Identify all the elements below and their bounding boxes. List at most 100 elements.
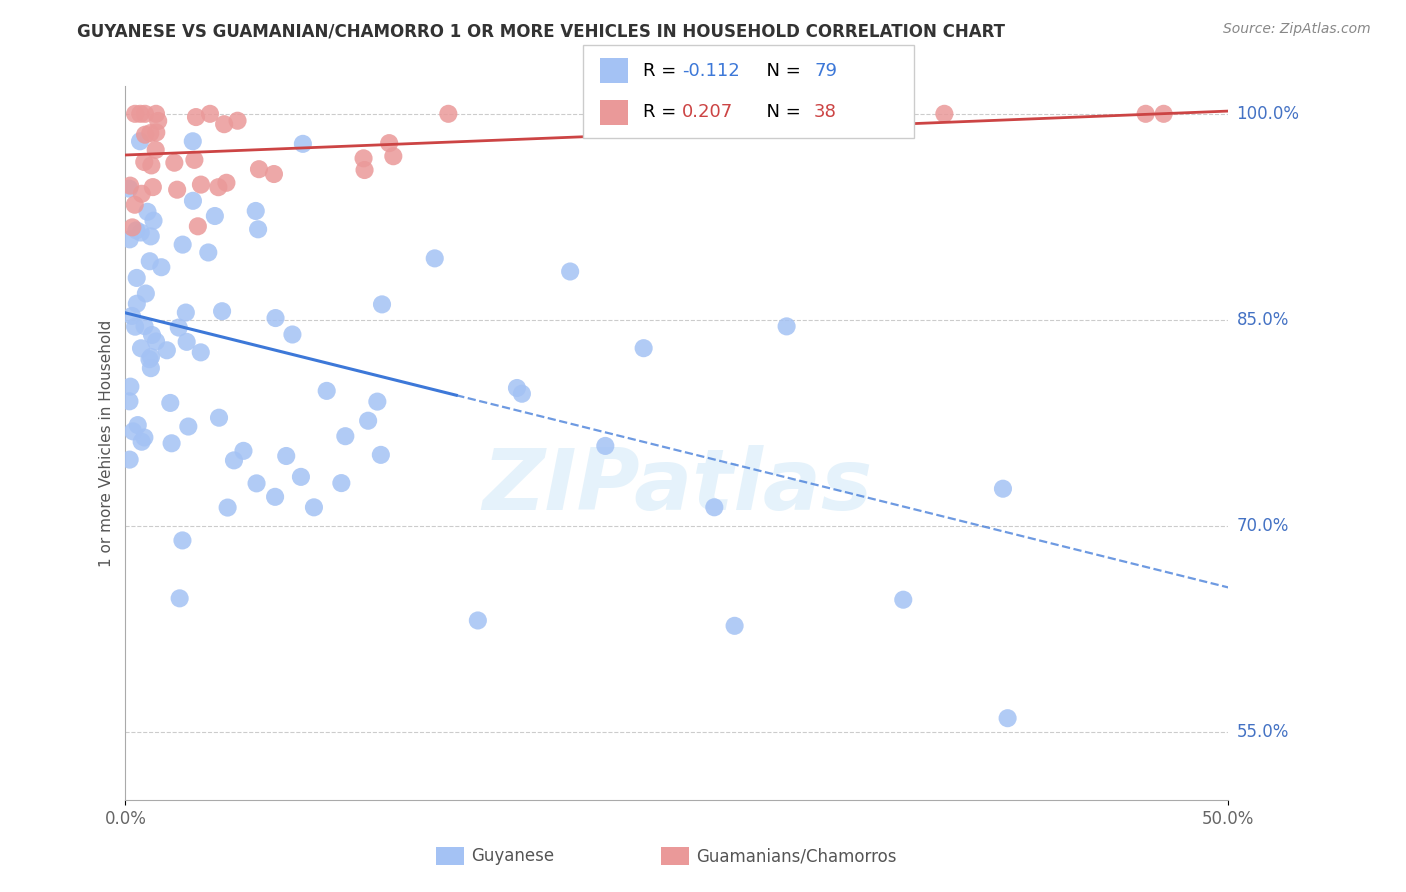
Point (131, 434, 153, 449)
Point (371, 297, 394, 311)
Point (247, 162, 270, 177)
Point (118, 394, 141, 409)
Text: R =: R = (643, 103, 682, 121)
Point (245, 476, 267, 491)
Text: GUYANESE VS GUAMANIAN/CHAMORRO 1 OR MORE VEHICLES IN HOUSEHOLD CORRELATION CHART: GUYANESE VS GUAMANIAN/CHAMORRO 1 OR MORE… (77, 22, 1005, 40)
Point (124, 198, 146, 212)
Point (120, 178, 142, 193)
Point (142, 180, 165, 194)
Point (370, 448, 392, 462)
Point (184, 110, 207, 124)
Point (217, 500, 239, 515)
Point (121, 309, 143, 323)
Point (139, 254, 162, 268)
Point (145, 143, 167, 157)
Point (212, 117, 235, 131)
Point (510, 386, 533, 401)
Text: -0.112: -0.112 (682, 62, 740, 79)
Point (290, 470, 312, 484)
Point (125, 223, 148, 237)
Point (198, 107, 221, 121)
Point (145, 107, 167, 121)
Point (775, 319, 797, 334)
Point (226, 113, 249, 128)
Point (156, 343, 179, 358)
Text: 85.0%: 85.0% (1237, 310, 1289, 329)
Point (148, 114, 170, 128)
Point (190, 178, 212, 192)
Point (264, 311, 287, 326)
Point (167, 320, 190, 334)
Point (211, 304, 233, 318)
Point (134, 128, 156, 142)
Point (1135, 107, 1157, 121)
Point (382, 149, 405, 163)
Point (703, 500, 725, 515)
Text: Guamanians/Chamorros: Guamanians/Chamorros (696, 847, 897, 865)
Point (187, 219, 209, 234)
Point (129, 226, 152, 240)
Point (357, 414, 380, 428)
Point (997, 711, 1019, 725)
Point (160, 436, 183, 450)
Point (204, 209, 226, 223)
Text: 70.0%: 70.0% (1237, 516, 1289, 534)
Point (423, 252, 446, 266)
Point (174, 305, 197, 319)
Point (302, 500, 325, 515)
Point (141, 158, 163, 172)
Point (315, 384, 337, 398)
Point (366, 394, 388, 409)
Point (142, 213, 165, 227)
Text: 100.0%: 100.0% (1237, 105, 1299, 123)
Point (190, 345, 212, 359)
Point (139, 350, 162, 364)
Text: N =: N = (755, 103, 807, 121)
Point (353, 163, 375, 178)
Point (136, 204, 159, 219)
Point (437, 107, 460, 121)
Point (723, 619, 745, 633)
Point (633, 341, 655, 355)
Point (145, 334, 167, 349)
Point (181, 194, 204, 208)
Point (232, 443, 254, 458)
Point (247, 222, 270, 236)
Point (560, 264, 582, 278)
Point (129, 107, 152, 121)
Point (215, 176, 238, 190)
Point (467, 614, 489, 628)
Point (166, 183, 188, 197)
Point (125, 297, 148, 311)
Text: Source: ZipAtlas.com: Source: ZipAtlas.com (1223, 22, 1371, 37)
Text: 79: 79 (814, 62, 837, 79)
Point (134, 430, 156, 444)
Point (150, 260, 173, 275)
Point (169, 591, 191, 606)
Point (281, 327, 304, 342)
Point (125, 271, 148, 285)
Point (330, 476, 353, 491)
Point (335, 429, 357, 443)
Y-axis label: 1 or more Vehicles in Household: 1 or more Vehicles in Household (100, 319, 114, 567)
Point (159, 396, 181, 410)
Point (848, 107, 870, 121)
Point (122, 425, 145, 439)
Point (172, 533, 194, 548)
Point (176, 334, 198, 349)
Point (118, 452, 141, 467)
Point (207, 180, 229, 194)
Point (131, 186, 153, 201)
Text: ZIPatlas: ZIPatlas (482, 444, 872, 528)
Point (139, 126, 162, 140)
Point (595, 439, 617, 453)
Point (121, 220, 143, 235)
Point (183, 153, 205, 167)
Point (181, 134, 204, 148)
Point (139, 229, 162, 244)
Point (118, 181, 141, 195)
Point (141, 328, 163, 343)
Point (139, 361, 162, 376)
Point (138, 352, 160, 367)
Point (245, 203, 267, 218)
